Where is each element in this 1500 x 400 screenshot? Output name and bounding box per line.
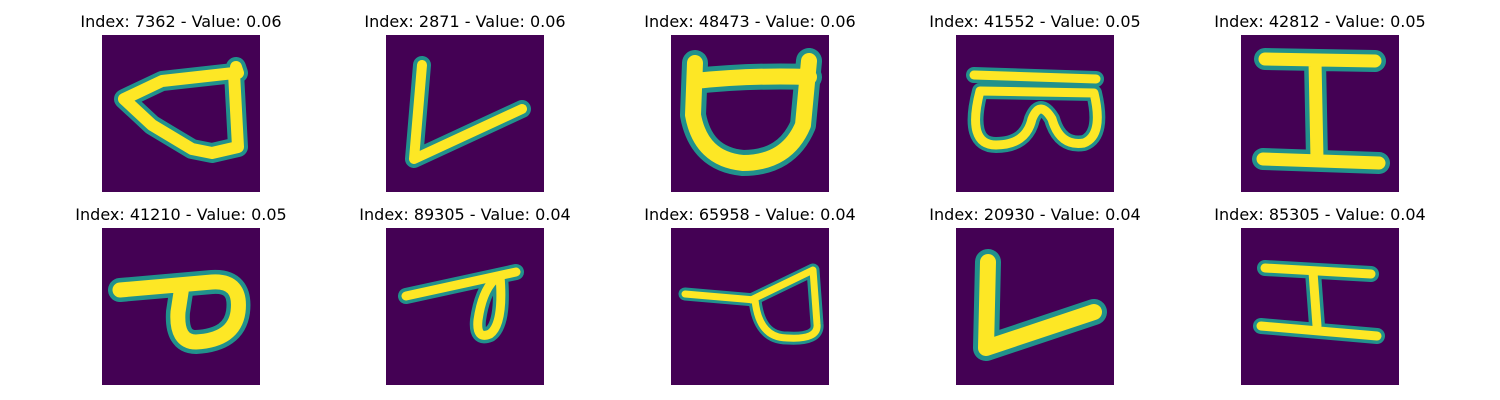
panel-title: Index: 20930 - Value: 0.04 — [929, 205, 1141, 224]
handwritten-v-glyph — [956, 228, 1114, 385]
handwritten-goggles-glyph — [956, 35, 1114, 192]
panel-title: Index: 42812 - Value: 0.05 — [1214, 12, 1426, 31]
panel-title: Index: 2871 - Value: 0.06 — [364, 12, 566, 31]
panel-title: Index: 41210 - Value: 0.05 — [75, 205, 287, 224]
panel-title: Index: 7362 - Value: 0.06 — [80, 12, 282, 31]
panel-title: Index: 89305 - Value: 0.04 — [359, 205, 571, 224]
handwritten-v-glyph — [386, 35, 544, 192]
handwritten-i-glyph — [1241, 35, 1399, 192]
handwritten-i-rotated-glyph — [1241, 228, 1399, 385]
panel-title: Index: 85305 - Value: 0.04 — [1214, 205, 1426, 224]
panel-title: Index: 65958 - Value: 0.04 — [644, 205, 856, 224]
handwritten-p-rotated-glyph — [102, 228, 260, 385]
handwritten-d-rotated-glyph — [671, 228, 829, 385]
handwritten-loop-glyph — [386, 228, 544, 385]
handwritten-cup-glyph — [671, 35, 829, 192]
panel-title: Index: 48473 - Value: 0.06 — [644, 12, 856, 31]
handwritten-d-rotated-glyph — [102, 35, 260, 192]
panel-title: Index: 41552 - Value: 0.05 — [929, 12, 1141, 31]
